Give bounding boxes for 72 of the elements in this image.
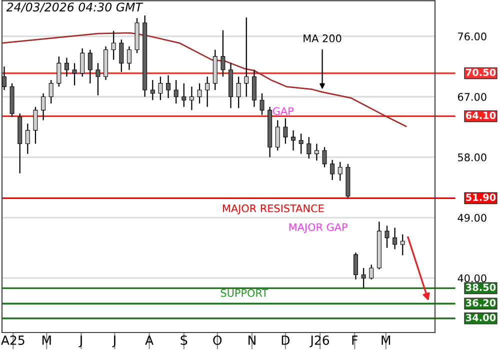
annotation: MAJOR RESISTANCE (223, 204, 324, 214)
ref-line-label: 34.00 (466, 314, 496, 322)
candlestick (400, 234, 405, 256)
candlestick (236, 76, 241, 109)
x-tick-label: O (213, 336, 222, 345)
candlestick (361, 267, 366, 289)
candlestick (205, 76, 210, 108)
candlestick (72, 62, 77, 86)
candlestick (182, 82, 186, 108)
x-tick-label: D (282, 336, 290, 345)
candlestick (2, 66, 6, 91)
candlestick (330, 159, 335, 181)
candlestick (25, 123, 30, 154)
candlestick (41, 92, 46, 121)
x-tick-label: S (180, 336, 188, 345)
x-tick-label: J26 (310, 336, 330, 348)
candlestick (322, 146, 327, 168)
candlestick (64, 57, 69, 78)
candlestick (314, 143, 319, 162)
candlestick (48, 79, 54, 104)
candlestick (291, 130, 296, 152)
candlestick (298, 133, 304, 154)
candlestick (80, 48, 85, 78)
candlestick (283, 118, 288, 144)
candlestick (384, 225, 390, 248)
candlestick (88, 49, 92, 84)
candlestick (126, 46, 132, 70)
candlestick (189, 86, 194, 111)
candlestick (56, 56, 62, 88)
x-tick-label: F (352, 336, 358, 345)
x-tick-label: J (78, 336, 82, 348)
candlestick (96, 62, 100, 96)
candlestick (392, 227, 398, 250)
annotation: 24/03/2026 04:30 GMT (6, 2, 144, 12)
candlestick (220, 30, 226, 78)
y-tick-label: 76.00 (458, 32, 486, 40)
candlestick (354, 252, 358, 280)
y-tick-label: 67.00 (458, 92, 486, 101)
x-tick-label: J (112, 336, 116, 348)
ref-line-label: 64.10 (466, 112, 496, 120)
candlestick (244, 16, 249, 98)
ref-line-label: 38.50 (466, 284, 496, 291)
candlestick (119, 39, 124, 72)
x-tick-label: M (42, 336, 51, 345)
x-tick-label: M (382, 336, 390, 345)
candlestick (33, 106, 38, 144)
ref-line-label: 70.50 (466, 68, 496, 76)
ref-line-label: 51.90 (466, 194, 496, 201)
candlestick (338, 161, 342, 182)
annotation: MA 200 (304, 34, 342, 42)
x-tick-label: N (248, 336, 256, 345)
candlestick (166, 74, 171, 99)
x-tick-label: A25 (1, 336, 24, 345)
annotation: MAJOR GAP (289, 223, 348, 234)
y-tick-label: 40.00 (458, 274, 486, 282)
candlestick (197, 82, 202, 104)
candlestick (158, 76, 163, 101)
candlestick (369, 264, 374, 280)
y-tick-label: 58.00 (458, 153, 486, 162)
x-tick-label: A (145, 336, 154, 345)
candlestick (150, 79, 155, 101)
line-series (2, 32, 407, 127)
ref-line-label: 36.20 (466, 299, 496, 306)
candlestick (275, 120, 280, 152)
candlestick (252, 69, 256, 108)
annotation: GAP (273, 107, 294, 116)
candlestick (306, 136, 312, 160)
candlestick (260, 92, 264, 116)
annotation: SUPPORT (220, 289, 268, 297)
candlestick (174, 79, 178, 104)
y-tick-label: 49.00 (458, 214, 486, 222)
candlestick (111, 30, 116, 60)
